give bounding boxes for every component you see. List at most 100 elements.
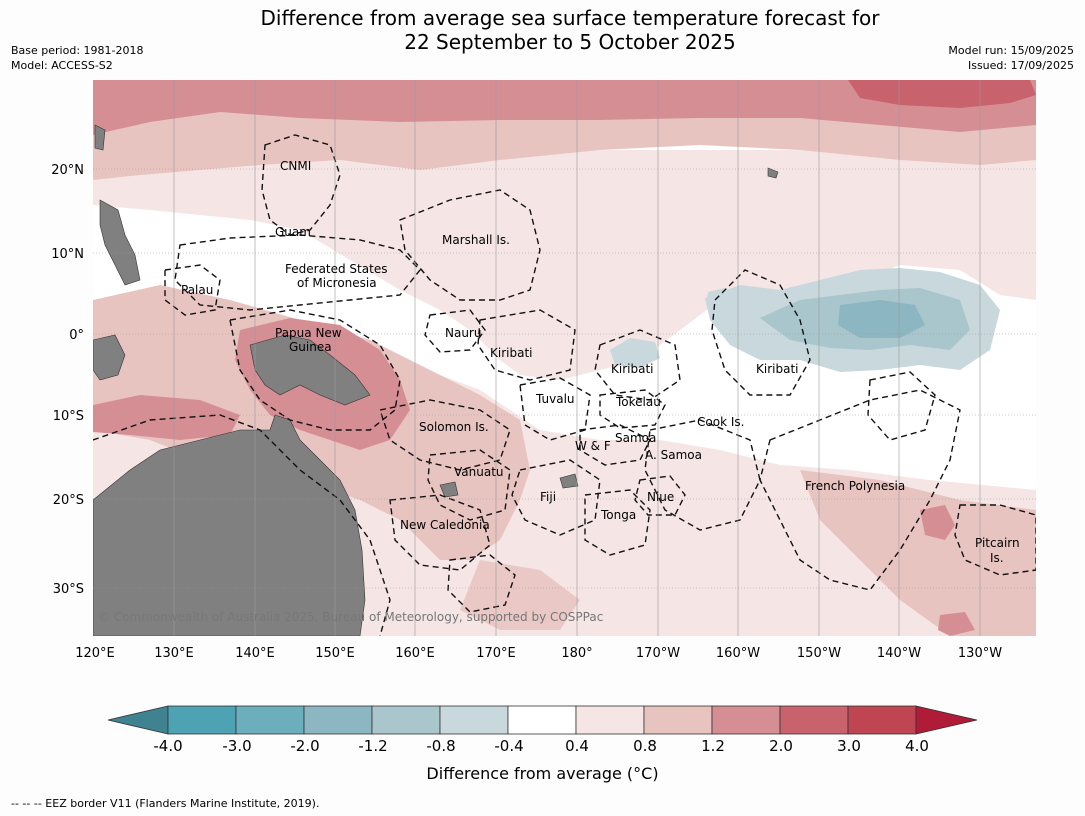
colorbar-segment bbox=[303, 705, 373, 735]
lat-tick-label: 20°N bbox=[51, 163, 84, 178]
lon-tick-labels: 120°E 130°E 140°E 150°E 160°E 170°E 180°… bbox=[75, 646, 1002, 661]
hawaii-landmass bbox=[767, 167, 779, 179]
philippines-landmass bbox=[99, 199, 141, 286]
eez-cnmi bbox=[261, 134, 341, 236]
lat-tick-label: 10°S bbox=[53, 409, 84, 424]
lon-tick-label: 160°W bbox=[716, 646, 760, 661]
new-caledonia-landmass bbox=[439, 481, 459, 498]
base-period-text: Base period: 1981-2018 bbox=[11, 44, 144, 57]
eez-kiribati-west bbox=[477, 309, 576, 381]
place-label: CNMI bbox=[280, 159, 311, 173]
place-label: French Polynesia bbox=[805, 479, 905, 493]
colorbar-segment bbox=[235, 705, 305, 735]
colorbar-label: -1.2 bbox=[358, 737, 388, 755]
colorbar bbox=[107, 705, 978, 735]
anomaly-patch-fp bbox=[920, 505, 955, 540]
anomaly-cool-central bbox=[610, 338, 660, 368]
lon-tick-label: 140°E bbox=[235, 646, 275, 661]
colorbar-segment bbox=[167, 705, 237, 735]
model-run-text: Model run: 15/09/2025 bbox=[948, 44, 1074, 57]
place-label: Nauru bbox=[445, 326, 481, 340]
colorbar-segment bbox=[779, 705, 849, 735]
title-line-2: 22 September to 5 October 2025 bbox=[404, 30, 736, 54]
place-label: Cook Is. bbox=[697, 415, 744, 429]
place-label: Vanuatu bbox=[454, 465, 504, 479]
place-label: A. Samoa bbox=[645, 448, 702, 462]
colorbar-segment bbox=[643, 705, 713, 735]
eez-french-polynesia bbox=[759, 389, 961, 591]
borneo-sulawesi-landmass bbox=[93, 334, 126, 381]
colorbar-label: 2.0 bbox=[769, 737, 793, 755]
place-label: Is. bbox=[990, 551, 1004, 565]
fiji-landmass bbox=[559, 473, 579, 489]
colorbar-label: -0.8 bbox=[426, 737, 456, 755]
lon-tick-label: 150°E bbox=[315, 646, 355, 661]
colorbar-label: -3.0 bbox=[222, 737, 252, 755]
colorbar-label: 0.4 bbox=[565, 737, 589, 755]
lat-tick-label: 0° bbox=[69, 328, 84, 343]
colorbar-segment bbox=[575, 705, 645, 735]
place-label: Guam bbox=[275, 225, 311, 239]
place-label: Kiribati bbox=[756, 362, 798, 376]
place-label: Guinea bbox=[289, 340, 332, 354]
colorbar-label: -2.0 bbox=[290, 737, 320, 755]
colorbar-segment bbox=[371, 705, 441, 735]
colorbar-label: 0.8 bbox=[633, 737, 657, 755]
colorbar-segment bbox=[507, 705, 577, 735]
eez-png bbox=[229, 309, 401, 431]
colorbar-label: 1.2 bbox=[701, 737, 725, 755]
issued-text: Issued: 17/09/2025 bbox=[967, 59, 1074, 72]
place-label: Kiribati bbox=[611, 362, 653, 376]
eez-fsm bbox=[174, 234, 421, 311]
lon-tick-label: 170°E bbox=[476, 646, 516, 661]
place-label: Solomon Is. bbox=[419, 420, 489, 434]
colorbar-label: 3.0 bbox=[837, 737, 861, 755]
eez-legend-footer: -- -- -- EEZ border V11 (Flanders Marine… bbox=[11, 797, 320, 810]
anomaly-patch-se bbox=[938, 612, 975, 636]
colorbar-extend-low bbox=[107, 705, 169, 735]
meridians bbox=[173, 80, 981, 636]
lon-tick-label: 120°E bbox=[75, 646, 115, 661]
place-label: Kiribati bbox=[490, 346, 532, 360]
colorbar-segment bbox=[847, 705, 917, 735]
place-label: Tuvalu bbox=[535, 392, 575, 406]
lon-tick-label: 170°W bbox=[636, 646, 680, 661]
land-masses bbox=[93, 124, 779, 636]
eez-samoa bbox=[579, 424, 651, 466]
eez-kiribati-east bbox=[711, 269, 811, 396]
eez-norfolk bbox=[447, 554, 516, 613]
colorbar-extend-high bbox=[915, 705, 978, 735]
place-labels: CNMI Guam Marshall Is. Federated States … bbox=[181, 159, 1020, 565]
gridlines bbox=[93, 168, 1036, 589]
place-label: New Caledonia bbox=[400, 518, 490, 532]
eez-kiribati-central bbox=[594, 329, 681, 401]
new-guinea-landmass bbox=[249, 334, 371, 406]
lon-tick-label: 160°E bbox=[395, 646, 435, 661]
colorbar-label: 4.0 bbox=[905, 737, 929, 755]
place-label: Pitcairn bbox=[975, 536, 1020, 550]
taiwan-landmass bbox=[94, 124, 106, 151]
lat-tick-labels: 20°N 10°N 0° 10°S 20°S 30°S bbox=[51, 163, 84, 597]
colorbar-segment bbox=[711, 705, 781, 735]
eez-nauru bbox=[424, 309, 486, 353]
colorbar-label: -0.4 bbox=[494, 737, 524, 755]
place-label: of Micronesia bbox=[297, 276, 377, 290]
eez-pitcairn bbox=[954, 504, 1036, 576]
eez-borders bbox=[93, 134, 1036, 636]
colorbar-label: -4.0 bbox=[153, 737, 183, 755]
lon-tick-label: 180° bbox=[561, 646, 592, 661]
lon-tick-label: 130°W bbox=[958, 646, 1002, 661]
lon-tick-label: 150°W bbox=[797, 646, 841, 661]
lat-tick-label: 30°S bbox=[53, 582, 84, 597]
eez-niue bbox=[634, 475, 686, 516]
eez-palau bbox=[164, 264, 221, 316]
anomaly-band-1.2-2.0-west bbox=[93, 395, 240, 440]
lat-tick-label: 10°N bbox=[51, 247, 84, 262]
place-label: Tokelau bbox=[615, 395, 661, 409]
title-line-1: Difference from average sea surface temp… bbox=[260, 6, 880, 30]
place-label: Tonga bbox=[600, 508, 636, 522]
map-title: Difference from average sea surface temp… bbox=[0, 6, 1085, 54]
anomaly-cool-east-inner bbox=[838, 300, 925, 338]
place-label: Niue bbox=[647, 490, 674, 504]
